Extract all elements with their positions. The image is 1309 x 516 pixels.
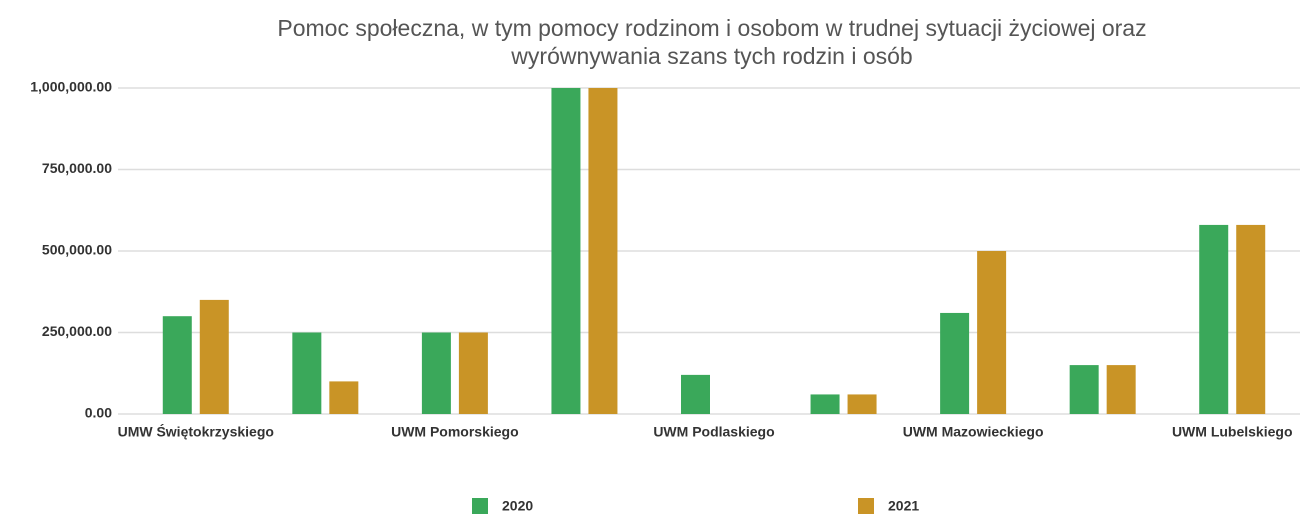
bar xyxy=(162,316,192,414)
bar xyxy=(847,394,877,414)
y-tick-label: 0.00 xyxy=(85,405,112,421)
bar xyxy=(1069,365,1099,414)
bar xyxy=(329,381,359,414)
bar xyxy=(551,88,581,414)
x-tick-label: UWM Podlaskiego xyxy=(653,424,774,440)
x-tick-label: UMW Świętokrzyskiego xyxy=(118,423,274,440)
bar xyxy=(810,394,840,414)
legend-label: 2020 xyxy=(502,498,533,514)
chart-title: wyrównywania szans tych rodzin i osób xyxy=(510,43,912,69)
bar xyxy=(588,88,618,414)
legend-label: 2021 xyxy=(888,498,919,514)
bar xyxy=(1236,224,1266,414)
bar xyxy=(977,251,1007,414)
x-tick-label: UWM Pomorskiego xyxy=(391,424,519,440)
legend-swatch xyxy=(858,498,874,514)
y-tick-label: 500,000.00 xyxy=(42,242,112,258)
bar xyxy=(1106,365,1136,414)
bar xyxy=(199,299,229,414)
x-tick-label: UWM Mazowieckiego xyxy=(903,424,1044,440)
bar xyxy=(421,332,451,414)
y-tick-label: 750,000.00 xyxy=(42,160,112,176)
chart-title: Pomoc społeczna, w tym pomocy rodzinom i… xyxy=(277,15,1146,41)
y-tick-label: 1,000,000.00 xyxy=(30,79,112,95)
bar xyxy=(940,312,970,414)
bar xyxy=(681,374,710,414)
bar xyxy=(458,332,488,414)
x-tick-label: UWM Lubelskiego xyxy=(1172,424,1293,440)
bar xyxy=(1199,224,1229,414)
bar xyxy=(292,332,322,414)
y-tick-label: 250,000.00 xyxy=(42,323,112,339)
legend-swatch xyxy=(472,498,488,514)
